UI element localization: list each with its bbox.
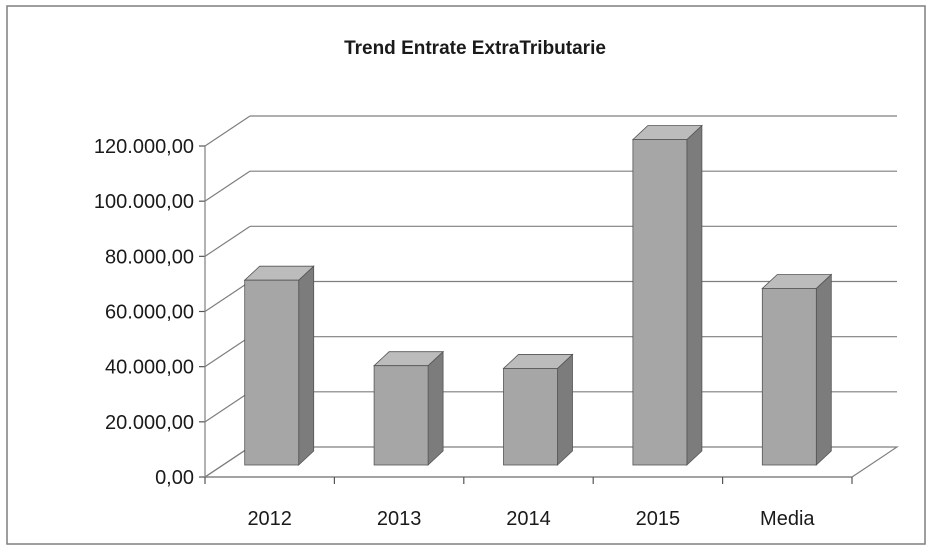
x-tick-label: 2015 — [636, 508, 681, 530]
y-tick-labels: 0,00 20.000,00 40.000,00 60.000,00 80.000,00… — [94, 136, 194, 489]
y-tick-label: 120.000,00 — [94, 136, 194, 158]
bar-side — [298, 265, 315, 466]
x-tick-label: Media — [760, 508, 815, 530]
chart-title: Trend Entrate ExtraTributarie — [344, 38, 606, 59]
bar-side — [557, 353, 573, 466]
x-tick-label: 2014 — [506, 508, 551, 530]
bar-2013 — [373, 350, 445, 466]
y-tick-label: 80.000,00 — [105, 246, 194, 268]
y-tick-label: 100.000,00 — [94, 191, 194, 213]
y-tick-label: 20.000,00 — [105, 412, 194, 434]
bar-2012 — [243, 265, 315, 466]
category-labels: 2012 2013 2014 2015 Media — [247, 508, 815, 530]
x-tick-label: 2012 — [247, 508, 292, 530]
bars — [243, 124, 833, 466]
y-tick-label: 0,00 — [155, 467, 194, 489]
gridline-diagonal — [204, 281, 251, 312]
bar-front — [632, 139, 688, 466]
bar-side — [815, 273, 832, 466]
y-tick-label: 40.000,00 — [105, 357, 194, 379]
bar-2014 — [502, 353, 574, 466]
bar-front — [761, 288, 817, 466]
gridline-diagonal — [204, 115, 251, 147]
gridline-diagonal — [204, 225, 251, 257]
bar-front — [503, 368, 558, 466]
bar-side — [686, 124, 703, 466]
gridline-diagonal — [204, 391, 251, 423]
y-tick-label: 60.000,00 — [105, 302, 194, 324]
x-tick-label: 2013 — [377, 508, 422, 530]
bar-front — [244, 279, 300, 466]
gridline-diagonal — [204, 170, 251, 202]
bar-2015 — [631, 124, 703, 466]
bar-side — [427, 350, 444, 466]
bar-front — [373, 365, 429, 466]
gridline-diagonal — [204, 336, 251, 368]
axes — [199, 145, 899, 484]
bar-media — [761, 273, 833, 466]
